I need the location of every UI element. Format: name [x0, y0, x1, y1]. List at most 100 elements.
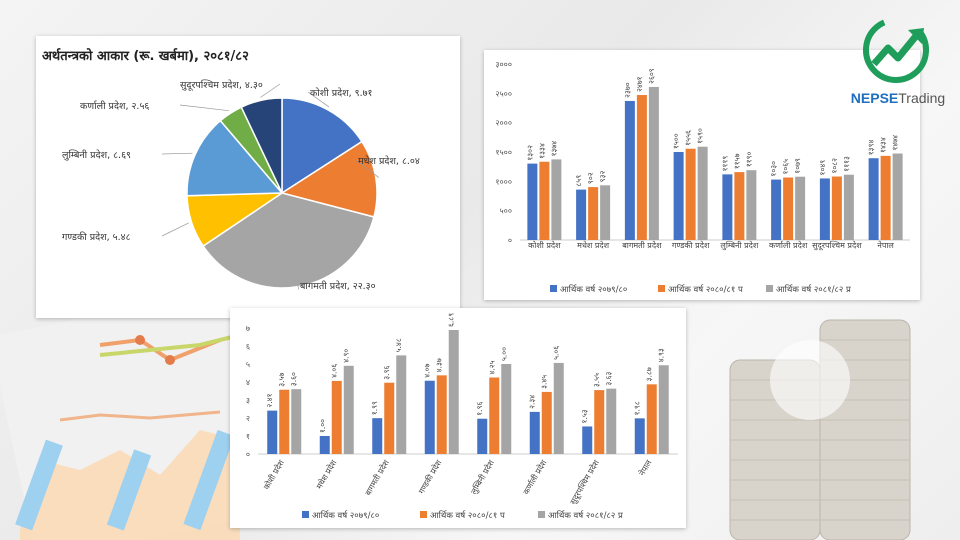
- bar: [279, 389, 290, 454]
- bar-chart-size: ० ५०० १००० १५०० २००० २५०० ३००० १३०२ १३३४ १३७४ कोशी…: [495, 60, 910, 295]
- bar-value-label: ३.९६: [382, 366, 391, 380]
- bar: [624, 100, 635, 241]
- pie-leader-line: [179, 104, 229, 112]
- bar: [783, 177, 794, 240]
- brand-name: NEPSETrading: [844, 90, 952, 106]
- y-tick-label: ६: [246, 342, 250, 351]
- bar: [843, 174, 854, 240]
- category-label: कर्णाली प्रदेश: [521, 458, 549, 497]
- bar-value-label: ३.५७: [277, 373, 286, 387]
- legend-label: आर्थिक वर्ष २०७९/८०: [560, 284, 627, 295]
- bar-value-label: ४.०७: [423, 364, 432, 378]
- legend-label: आर्थिक वर्ष २०८१/८२ प्र: [548, 510, 623, 521]
- bar: [658, 365, 669, 454]
- bar: [588, 187, 599, 240]
- bar: [582, 426, 593, 454]
- bar-value-label: १५९०: [696, 128, 705, 144]
- bar: [892, 153, 903, 240]
- bar: [880, 155, 891, 240]
- bar-value-label: १११९: [720, 156, 729, 172]
- bar-value-label: १०७९: [793, 158, 802, 174]
- bar-chart-growth-panel: ० १ २ ३ ४ ५ ६ ७ २.४१ ३.५७ ३.६० कोशी प्रदेश १.०० ४.०६ ४…: [230, 308, 686, 528]
- bar: [424, 380, 435, 454]
- bar-value-label: १५००: [672, 133, 681, 149]
- bar: [539, 161, 550, 240]
- bar: [553, 362, 564, 454]
- pie-slice-label: बागमती प्रदेश, २२.३०: [300, 280, 376, 292]
- category-label: सुदूरपश्चिम प्रदेश: [812, 240, 862, 251]
- category-label: बागमती प्रदेश: [363, 458, 392, 498]
- y-tick-label: ०: [508, 236, 512, 245]
- pie-slice-label: कर्णाली प्रदेश, २.५६: [80, 100, 149, 112]
- bar-value-label: ११५७: [732, 153, 741, 169]
- pie-leader-line: [260, 83, 281, 98]
- y-tick-label: १०००: [495, 177, 512, 186]
- pie-leader-line: [161, 222, 189, 237]
- category-label: गण्डकी प्रदेश: [672, 240, 710, 250]
- bar-value-label: २४७१: [635, 76, 644, 92]
- y-tick-label: ७: [246, 324, 250, 333]
- bar: [746, 170, 757, 240]
- trend-arrow-icon: [863, 17, 929, 83]
- bar-value-label: ५.०६: [552, 346, 561, 360]
- bar-value-label: २३७०: [623, 82, 632, 98]
- y-tick-label: १५००: [495, 148, 512, 157]
- bar-value-label: १.९६: [475, 402, 484, 416]
- bar-value-label: ९०२: [586, 172, 595, 184]
- background-chart-illustration: [0, 300, 260, 540]
- bar-value-label: २.४१: [265, 393, 274, 407]
- pie-slice-label: लुम्बिनी प्रदेश, ८.६९: [62, 149, 131, 161]
- legend-label: आर्थिक वर्ष २०८०/८१ प: [668, 284, 743, 295]
- bar: [477, 418, 488, 454]
- bar: [372, 418, 383, 454]
- bar-value-label: १०४९: [818, 160, 827, 176]
- pie-slice: [281, 97, 363, 195]
- bar: [648, 86, 659, 241]
- bar-value-label: १११३: [842, 156, 851, 172]
- bar-value-label: १.५३: [580, 409, 589, 423]
- bar-value-label: १०८२: [830, 158, 839, 174]
- legend-swatch: [550, 285, 557, 292]
- bar: [646, 384, 657, 454]
- bar-value-label: ४.९३: [657, 348, 666, 362]
- bar: [594, 390, 605, 454]
- category-label: लुम्बिनी प्रदेश: [720, 240, 759, 251]
- legend-label: आर्थिक वर्ष २०७९/८०: [312, 510, 379, 521]
- category-label: गण्डकी प्रदेश: [416, 458, 444, 496]
- category-label: नेपाल: [637, 458, 654, 478]
- category-label: बागमती प्रदेश: [622, 240, 662, 250]
- pie-chart: कोशी प्रदेश, ९.७१ मधेश प्रदेश, ८.०४ बागमती…: [62, 79, 420, 292]
- legend-swatch: [302, 511, 309, 518]
- bar-value-label: १०३०: [769, 161, 778, 177]
- category-label: कोशी प्रदेश: [528, 240, 561, 250]
- legend-label: आर्थिक वर्ष २०८०/८१ प: [430, 510, 505, 521]
- bar: [600, 185, 611, 240]
- bar: [576, 189, 587, 240]
- bar: [319, 436, 330, 454]
- category-label: सुदूरपश्चिम प्रदेश: [568, 458, 603, 507]
- pie-slice: [240, 97, 283, 194]
- bar-value-label: १४७४: [891, 135, 900, 151]
- pie-slice-label: गण्डकी प्रदेश, ५.४८: [62, 231, 131, 243]
- bar-value-label: ४.२५: [487, 360, 496, 374]
- legend-swatch: [420, 511, 427, 518]
- y-tick-label: ४: [246, 378, 250, 387]
- bar-value-label: १४३४: [879, 137, 888, 153]
- bar-value-label: ११९०: [744, 151, 753, 167]
- bar: [291, 389, 302, 454]
- category-label: कर्णाली प्रदेश: [769, 240, 808, 250]
- bar: [551, 159, 562, 240]
- category-label: मधेश प्रदेश: [577, 240, 609, 250]
- pie-slice-label: सुदूरपश्चिम प्रदेश, ४.३०: [180, 79, 263, 91]
- bar: [868, 158, 879, 240]
- y-tick-label: ०: [246, 450, 250, 459]
- bar-value-label: ८५९: [574, 175, 583, 187]
- bar: [606, 388, 617, 454]
- bar: [384, 382, 395, 454]
- bar-value-label: ३.६३: [604, 371, 613, 385]
- bar-value-label: ५.४८: [394, 338, 403, 352]
- bar: [448, 329, 459, 454]
- category-label: मधेश प्रदेश: [314, 458, 339, 491]
- pie-slice: [186, 119, 284, 197]
- bar: [697, 146, 708, 240]
